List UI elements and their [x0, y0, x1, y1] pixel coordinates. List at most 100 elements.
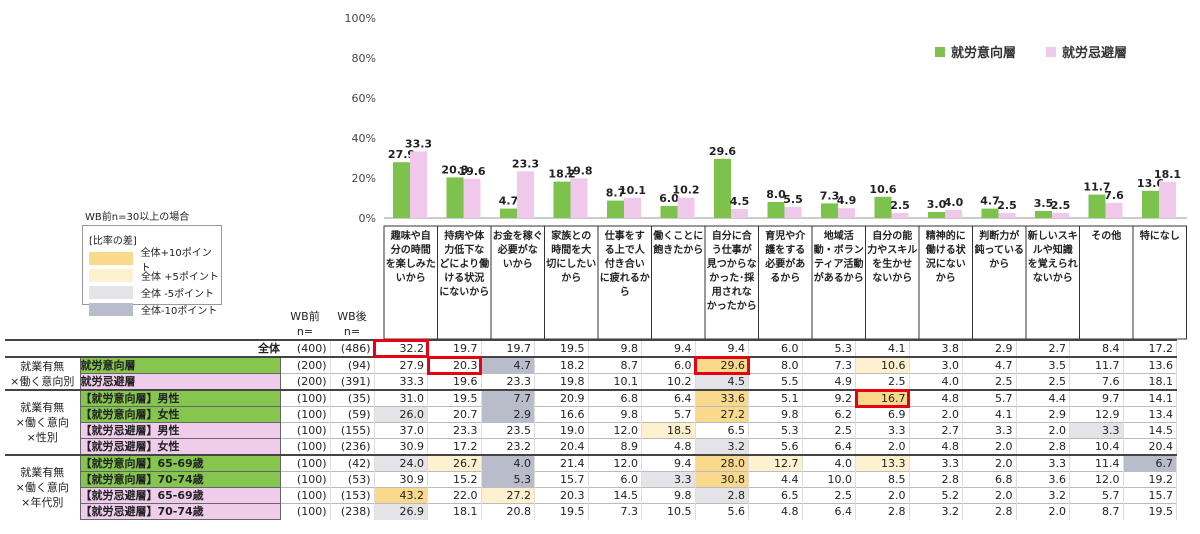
value-cell: 27.2 [695, 406, 749, 423]
ratio-key-swatch [89, 252, 133, 265]
bar-willing [874, 196, 892, 218]
y-tick-label: 100% [345, 12, 376, 25]
value-cell: 19.8 [534, 373, 589, 390]
value-cell: 7.3 [588, 503, 642, 520]
value-cell: 17.2 [1123, 339, 1177, 357]
value-cell: 6.8 [588, 389, 642, 407]
category-label: を生かせ [872, 257, 912, 270]
ratio-key-title: [比率の差] [89, 236, 137, 247]
y-tick-label: 0% [359, 212, 376, 225]
value-cell: 2.0 [962, 487, 1017, 504]
category-label: るから [770, 272, 800, 284]
table-row: 全体 (400) (486) 32.2 19.7 19.7 19.5 9.8 9.4 9.4 6.0… [5, 339, 1177, 358]
data-label: 11.7 [1083, 181, 1110, 194]
category-label: 見つからな [706, 258, 757, 270]
category-label: ら [620, 286, 630, 298]
n-after-cell: (153) [330, 487, 375, 504]
row-label: 【就労意向層】男性 [79, 389, 281, 407]
data-label: 3.5 [1034, 197, 1054, 210]
value-cell: 2.5 [962, 373, 1017, 390]
ratio-key-label: 全体+10ポイント [140, 247, 212, 274]
value-cell: 9.8 [588, 339, 642, 357]
data-label: 4.0 [944, 196, 964, 209]
value-cell: 6.4 [641, 389, 696, 407]
n-after-cell: (35) [330, 389, 375, 407]
n-before-cell: (100) [280, 487, 331, 504]
value-cell: 4.8 [641, 438, 696, 455]
category-label: を覚えられ [1028, 257, 1078, 270]
bar-willing [660, 206, 678, 218]
value-cell: 6.0 [641, 356, 696, 374]
row-label: 【就労忌避層】70-74歳 [79, 503, 281, 520]
bar-avoidant [463, 178, 481, 218]
value-cell: 2.0 [962, 438, 1017, 455]
category-label: 精神的に [926, 229, 966, 242]
n-after-cell: (486) [330, 339, 375, 357]
data-label: 27.9 [388, 148, 415, 161]
n-after-cell: (155) [330, 422, 375, 439]
value-cell: 2.9 [962, 339, 1017, 357]
bar-avoidant [410, 151, 427, 218]
value-cell: 16.6 [534, 406, 589, 423]
value-cell: 6.0 [748, 339, 803, 357]
value-cell: 26.0 [374, 406, 428, 423]
sample-size-note: WB前n=30以上の場合 [85, 212, 190, 223]
value-cell: 3.0 [909, 356, 963, 374]
value-cell: 8.4 [1069, 339, 1124, 357]
value-cell: 30.9 [374, 471, 428, 488]
value-cell: 20.9 [534, 389, 589, 407]
bar-willing [981, 208, 999, 218]
value-cell: 22.0 [427, 487, 482, 504]
value-cell: 10.0 [802, 471, 856, 488]
ratio-key-item: 全体-10ポイント [89, 301, 221, 318]
category-label: かった･採 [709, 271, 755, 284]
category-label: る上で人 [605, 243, 646, 256]
n-before-cell: (400) [280, 339, 331, 357]
y-tick-label: 40% [352, 132, 376, 145]
value-cell: 12.7 [748, 454, 803, 472]
category-label: 況にない [926, 257, 966, 270]
value-cell: 2.5 [855, 373, 910, 390]
value-cell: 20.7 [427, 406, 482, 423]
value-cell: 6.5 [748, 487, 803, 504]
n-before-cell: (100) [280, 406, 331, 423]
value-cell: 20.4 [1123, 438, 1177, 455]
n-after-cell: (236) [330, 438, 375, 455]
value-cell: 2.5 [802, 422, 856, 439]
y-tick-label: 20% [352, 172, 376, 185]
value-cell: 9.8 [641, 487, 696, 504]
bar-willing [714, 158, 731, 218]
bar-avoidant [784, 207, 802, 218]
n-after-header: WB後 n= [330, 310, 374, 340]
bar-avoidant [1159, 181, 1176, 218]
value-cell: 13.6 [1123, 356, 1177, 374]
value-cell: 9.2 [802, 389, 856, 407]
value-cell: 2.0 [855, 487, 910, 504]
table-row: 就労忌避層 (200) (391) 33.3 19.6 23.3 19.8 10.1 10.2 4… [5, 373, 1177, 391]
ratio-key-item: 全体 +5ポイント [89, 267, 221, 284]
value-cell: 5.6 [695, 503, 749, 520]
value-cell: 4.7 [481, 356, 535, 374]
value-cell: 19.5 [1123, 503, 1177, 520]
value-cell: 23.2 [481, 438, 535, 455]
data-label: 29.6 [709, 145, 736, 158]
category-label: 用されな [711, 286, 752, 298]
value-cell: 9.4 [641, 339, 696, 357]
value-cell: 19.5 [427, 389, 482, 407]
group-label: 就業有無 ×働く意向 ×年代別 [5, 454, 80, 520]
value-cell: 8.0 [748, 356, 803, 374]
value-cell: 7.7 [481, 389, 535, 407]
bar-avoidant [517, 171, 534, 218]
value-cell: 20.3 [534, 487, 589, 504]
crosstab-table: WB前 n= WB後 n= 全体 (400) (486) 32.2 19.7 19.7 19.5… [5, 310, 1177, 520]
value-cell: 5.1 [748, 389, 803, 407]
value-cell: 4.5 [695, 373, 749, 390]
value-cell: 10.4 [1069, 438, 1124, 455]
category-label: 特になし [1140, 229, 1180, 242]
value-cell: 9.4 [695, 339, 749, 357]
legend-item-series-2: 就労忌避層 [1046, 42, 1127, 61]
category-label: 自分の能 [872, 229, 912, 242]
category-label: 育児や介 [765, 229, 806, 242]
value-cell: 5.3 [748, 422, 803, 439]
